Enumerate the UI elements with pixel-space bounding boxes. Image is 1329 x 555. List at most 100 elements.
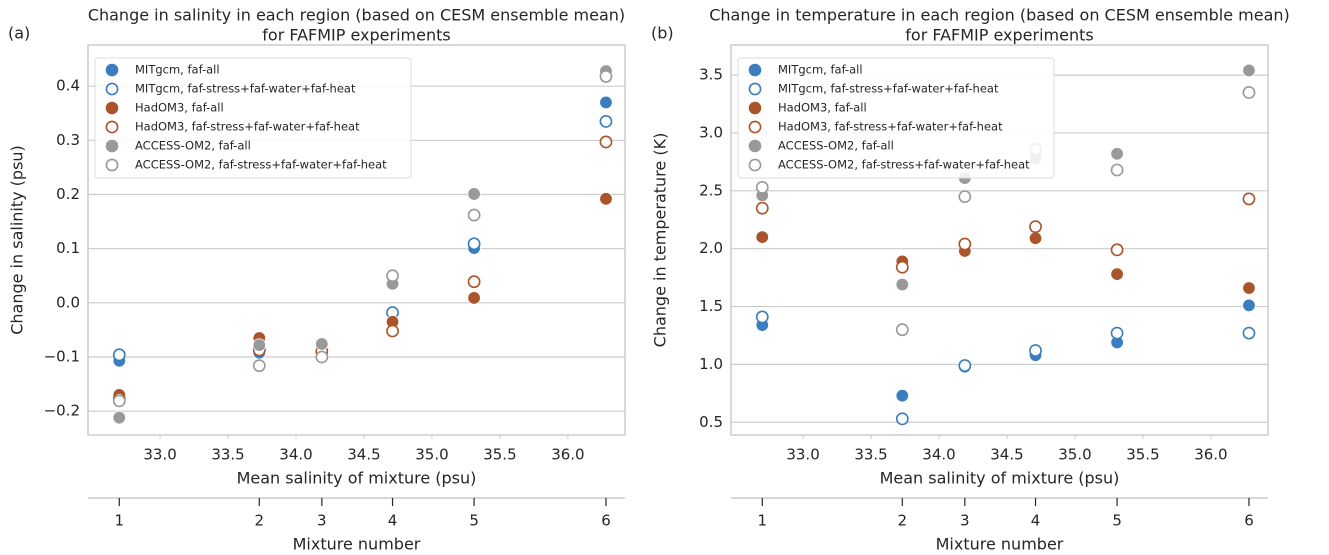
x2-tick-label: 4 <box>1031 512 1041 530</box>
panel-label: (b) <box>651 24 674 43</box>
legend-marker <box>105 63 119 77</box>
data-point <box>1242 326 1256 340</box>
x-tick-label: 34.0 <box>279 446 312 464</box>
x-axis-label: Mean salinity of mixture (psu) <box>880 469 1120 488</box>
panel-label: (a) <box>8 24 30 43</box>
x-tick-label: 35.5 <box>1126 446 1159 464</box>
legend-label: HadOM3, faf-all <box>778 101 867 115</box>
data-point <box>386 269 399 283</box>
legend-marker <box>105 120 119 134</box>
x-tick-label: 36.0 <box>551 446 584 464</box>
data-point <box>958 190 972 204</box>
legend-box <box>737 57 1055 179</box>
data-point <box>958 359 972 372</box>
y-tick-label: 0.5 <box>699 413 723 431</box>
data-point <box>252 359 266 373</box>
legend-marker <box>748 120 762 134</box>
data-point <box>895 323 909 337</box>
x2-tick-label: 1 <box>114 512 124 530</box>
chart-title: for FAFMIP experiments <box>262 26 450 45</box>
x-tick-label: 34.0 <box>922 446 955 464</box>
legend-marker <box>105 158 119 172</box>
y-tick-label: 1.0 <box>699 355 723 373</box>
chart-title: Change in salinity in each region (based… <box>88 6 625 25</box>
data-point <box>112 394 126 408</box>
y-tick-label: 1.5 <box>699 297 723 315</box>
data-point <box>1110 267 1124 281</box>
plot-frame <box>87 44 626 436</box>
legend-box <box>94 57 412 179</box>
x2-tick-label: 2 <box>898 512 908 530</box>
legend-marker <box>748 139 762 153</box>
x2-tick-label: 1 <box>757 512 767 530</box>
y-tick-label: 0.4 <box>56 77 80 95</box>
x2-tick-label: 2 <box>255 512 265 530</box>
legend-marker <box>748 101 762 115</box>
x-tick-label: 33.0 <box>786 446 819 464</box>
x-tick-label: 34.5 <box>990 446 1023 464</box>
x2-tick-label: 5 <box>1112 512 1122 530</box>
legend-marker <box>748 63 762 77</box>
x2-axis-label: Mixture number <box>293 535 421 554</box>
legend-label: ACCESS-OM2, faf-stress+faf-water+faf-hea… <box>778 158 1030 172</box>
data-point <box>1110 147 1124 161</box>
x2-tick-label: 6 <box>601 512 611 530</box>
data-point <box>599 95 613 110</box>
data-point <box>467 208 481 222</box>
y-tick-label: −0.1 <box>44 348 80 366</box>
x-tick-label: 33.5 <box>854 446 887 464</box>
data-point <box>315 337 329 351</box>
y-tick-label: 0.2 <box>56 185 80 203</box>
x-tick-label: 36.0 <box>1194 446 1227 464</box>
x-tick-label: 33.5 <box>211 446 244 464</box>
y-tick-label: 0.1 <box>56 239 80 257</box>
data-point <box>755 230 769 244</box>
data-point <box>467 187 481 201</box>
data-point <box>1242 298 1256 313</box>
data-point <box>958 237 972 251</box>
x2-axis-label: Mixture number <box>936 535 1064 554</box>
x-tick-label: 35.0 <box>415 446 448 464</box>
legend-marker <box>105 101 119 115</box>
legend-label: MITgcm, faf-stress+faf-water+faf-heat <box>778 82 999 96</box>
y-tick-label: 3.5 <box>699 66 723 84</box>
x-tick-label: 35.5 <box>483 446 516 464</box>
y-tick-label: 0.0 <box>56 293 80 311</box>
data-point <box>467 237 481 251</box>
x2-tick-label: 3 <box>317 512 327 530</box>
data-point <box>386 324 399 338</box>
data-point <box>895 412 909 426</box>
legend-marker <box>748 158 762 172</box>
legend-label: ACCESS-OM2, faf-all <box>778 139 894 153</box>
x-tick-label: 33.0 <box>143 446 176 464</box>
data-point <box>315 350 329 364</box>
data-point <box>112 348 126 362</box>
data-point <box>252 338 266 352</box>
data-point <box>112 410 126 425</box>
legend-marker <box>105 82 119 96</box>
legend-marker <box>748 82 762 96</box>
plot-frame <box>730 44 1269 436</box>
x2-tick-label: 6 <box>1244 512 1254 530</box>
data-point <box>1242 63 1256 78</box>
data-point <box>895 260 909 274</box>
data-point <box>599 192 613 206</box>
data-point <box>599 70 613 83</box>
data-point <box>467 275 481 289</box>
y-tick-label: 2.5 <box>699 181 723 199</box>
legend-label: HadOM3, faf-all <box>135 101 224 115</box>
data-point <box>755 201 769 215</box>
y-tick-label: −0.2 <box>44 402 80 420</box>
data-point <box>1242 281 1256 295</box>
data-point <box>599 114 613 128</box>
legend-label: MITgcm, faf-stress+faf-water+faf-heat <box>135 82 356 96</box>
data-point <box>755 180 769 194</box>
chart-title: for FAFMIP experiments <box>905 26 1093 45</box>
data-point <box>1242 192 1256 206</box>
x2-tick-label: 4 <box>388 512 398 530</box>
legend-label: MITgcm, faf-all <box>135 63 220 77</box>
x2-tick-label: 3 <box>960 512 970 530</box>
legend-label: HadOM3, faf-stress+faf-water+faf-heat <box>135 120 360 134</box>
legend-label: ACCESS-OM2, faf-all <box>135 139 251 153</box>
